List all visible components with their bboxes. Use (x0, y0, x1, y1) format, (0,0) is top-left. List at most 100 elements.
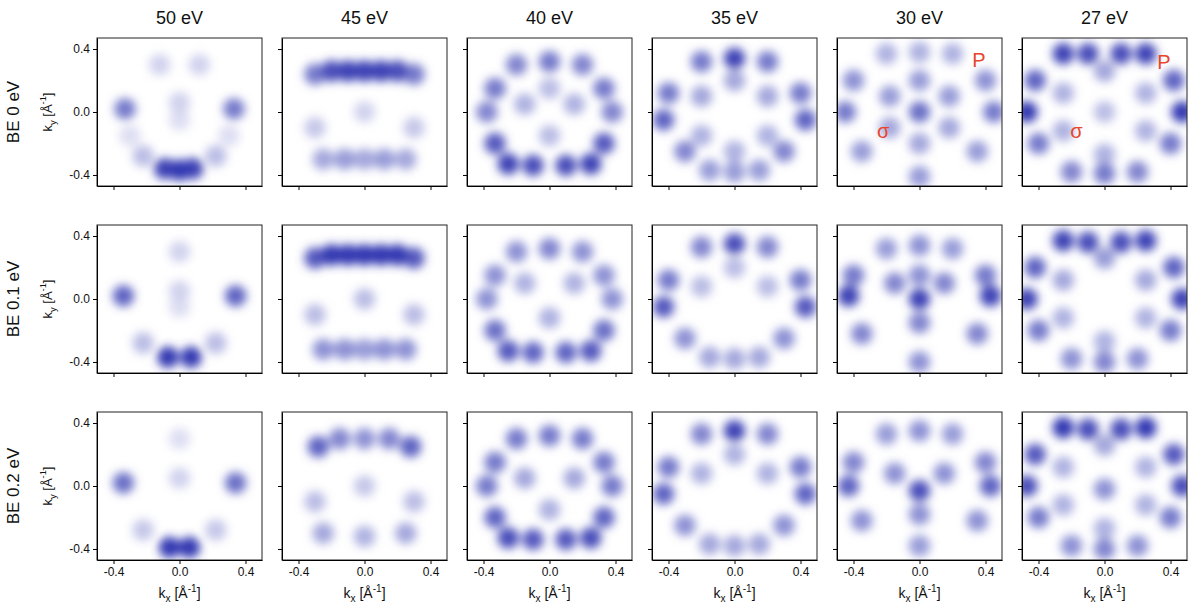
tick-mark (986, 373, 987, 377)
intensity-spot (403, 304, 424, 325)
intensity-spot (653, 483, 674, 504)
label-part: ] (752, 585, 756, 601)
annotation: P (972, 49, 985, 71)
tick-mark (246, 560, 247, 564)
tick-mark (833, 423, 837, 424)
intensity-spot (1135, 307, 1156, 328)
tick-mark (246, 373, 247, 377)
tick (463, 299, 467, 300)
tick-mark (93, 299, 97, 300)
tick-mark (854, 186, 855, 190)
intensity-spot (938, 117, 959, 138)
label-part: -1 (188, 583, 197, 594)
panel (463, 38, 633, 190)
label-part: [Å (171, 585, 189, 601)
intensity-spot (838, 285, 859, 306)
axis-line (282, 39, 283, 187)
intensity-spot (498, 153, 519, 174)
intensity-spot (1135, 494, 1156, 515)
tick (833, 112, 837, 113)
intensity-spot (942, 43, 963, 64)
intensity-spot (909, 288, 930, 309)
x-axis-title: kx [Å-1] (898, 583, 940, 604)
intensity-spot (484, 78, 505, 99)
intensity-spot (691, 86, 712, 107)
row-label: BE 0.1 eV (4, 260, 23, 337)
tick-mark (278, 299, 282, 300)
intensity-spot (1024, 444, 1045, 465)
tick-mark (735, 373, 736, 377)
intensity-spot (580, 153, 601, 174)
frame (837, 412, 1002, 560)
intensity-spot (724, 70, 745, 91)
tick-mark (854, 560, 855, 564)
y-axis (278, 39, 283, 187)
tick (616, 373, 617, 377)
tick-mark (920, 560, 921, 564)
intensity-spot (132, 145, 153, 166)
intensity-spot (601, 288, 622, 309)
intensity-spot (593, 78, 614, 99)
intensity-spot (1135, 269, 1156, 290)
tick-mark (1171, 186, 1172, 190)
panel (278, 38, 448, 190)
tick-mark (365, 373, 366, 377)
intensity-map (838, 420, 1001, 556)
intensity-spot (837, 101, 856, 122)
x-axis-title: kx [Å-1] (343, 583, 385, 604)
tick-mark (1018, 236, 1022, 237)
frame (1022, 412, 1187, 560)
tick-mark (550, 186, 551, 190)
intensity-spot (757, 51, 778, 72)
intensity-spot (1053, 307, 1074, 328)
label-part: [Å (541, 585, 559, 601)
x-axis (838, 373, 1003, 377)
label-part: ] (382, 585, 386, 601)
tick (278, 236, 282, 237)
intensity-spot (354, 428, 375, 449)
intensity-spot (114, 98, 135, 119)
tick-mark (833, 236, 837, 237)
intensity-spot (1094, 144, 1115, 165)
panel: -0.40.00.4-0.40.00.4 (69, 412, 262, 579)
intensity-spot (724, 420, 745, 441)
intensity-spot (851, 510, 872, 531)
intensity-spot (205, 332, 226, 353)
y-axis (1018, 39, 1023, 187)
intensity-spot (564, 467, 585, 488)
intensity-spot (601, 475, 622, 496)
tick-mark (1105, 373, 1106, 377)
tick-mark (1018, 175, 1022, 176)
intensity-spot (980, 475, 1001, 496)
intensity-spot (699, 534, 720, 555)
intensity-spot (506, 428, 527, 449)
tick: 0.4 (238, 560, 255, 579)
intensity-spot (225, 285, 246, 306)
tick (365, 186, 366, 190)
intensity-spot (724, 141, 745, 162)
axis-line (837, 413, 838, 561)
tick (278, 299, 282, 300)
intensity-spot (876, 238, 897, 259)
tick (278, 549, 282, 550)
x-axis (98, 373, 263, 377)
tick: 0.0 (73, 292, 97, 306)
tick (463, 362, 467, 363)
label-part: -1 (38, 470, 48, 478)
intensity-map (304, 428, 424, 547)
y-axis (833, 226, 838, 374)
tick (484, 373, 485, 377)
tick (463, 49, 467, 50)
intensity-spot (329, 428, 350, 449)
intensity-spot (1028, 133, 1049, 154)
frame (97, 412, 262, 560)
tick-label: -0.4 (844, 565, 865, 579)
intensity-spot (1160, 320, 1181, 341)
annotation: σ (877, 120, 890, 142)
plot-area (837, 41, 1002, 186)
intensity-spot (313, 523, 334, 544)
intensity-spot (843, 452, 864, 473)
tick (920, 186, 921, 190)
tick-mark (550, 373, 551, 377)
intensity-spot (691, 125, 712, 146)
